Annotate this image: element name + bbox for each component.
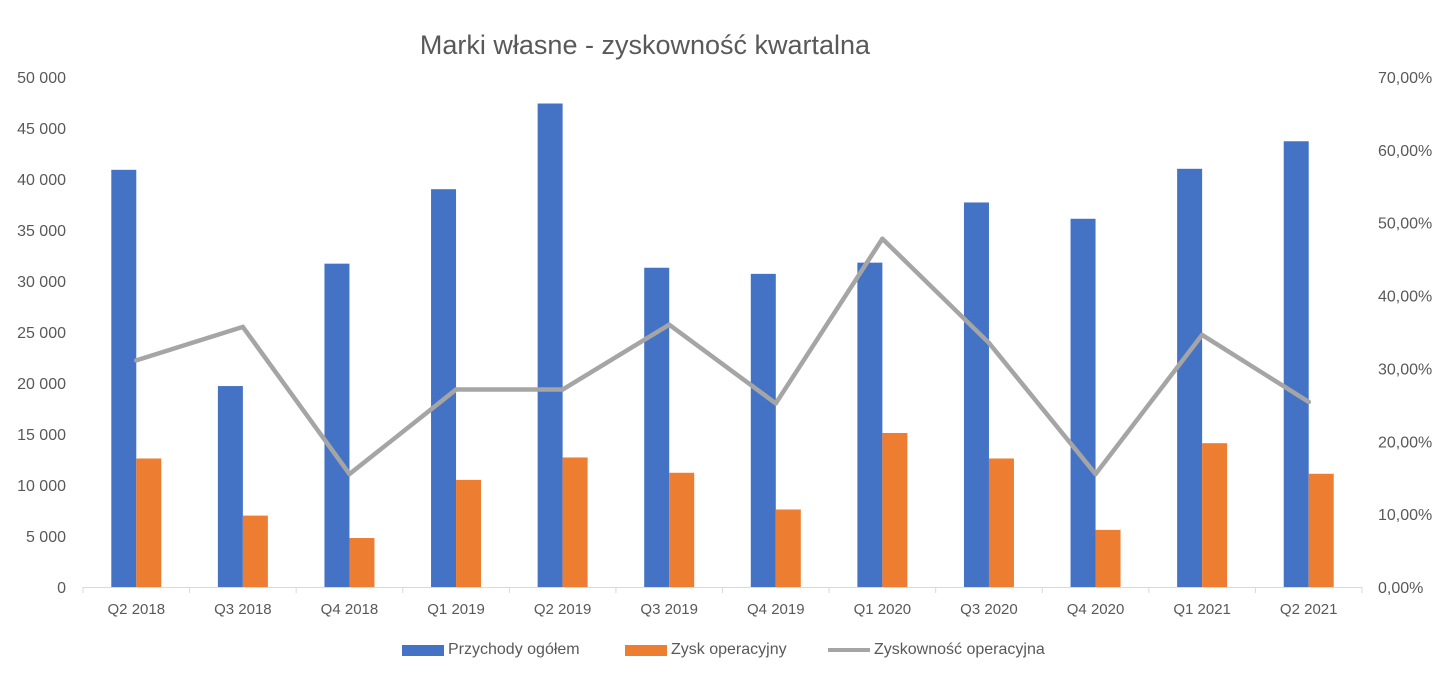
x-axis-tick-label: Q3 2018 [214,601,272,618]
y-axis-tick-label: 50 000 [17,70,66,87]
bar-operating-profit [988,458,1014,587]
y-axis-tick-label: 45 000 [17,121,66,138]
bar-operating-profit [562,457,588,587]
bar-revenue [431,189,457,587]
y-axis-tick-label: 30 000 [17,274,66,291]
y-axis-tick-label: 25 000 [17,325,66,342]
bar-revenue [1283,141,1309,587]
y-axis-tick-label: 0 [57,580,66,597]
point-operating-margin [773,401,778,406]
bar-operating-profit [136,458,162,587]
bar-revenue [537,103,563,588]
bar-operating-profit [1095,529,1121,587]
bar-revenue [324,263,350,587]
legend: Przychody ogółem Zysk operacyjny Zyskown… [0,638,1448,662]
point-operating-margin [347,471,352,477]
point-operating-margin [560,387,565,392]
bar-revenue [111,169,137,587]
x-axis-tick-label: Q2 2019 [534,601,592,618]
x-axis-tick-label: Q1 2019 [427,601,485,618]
bar-operating-profit [1308,473,1334,587]
bar-revenue [857,262,883,587]
bar-revenue [750,273,776,587]
legend-swatch-operating-profit [625,644,667,656]
chart-title: Marki własne - zyskowność kwartalna [419,30,871,60]
bar-operating-profit [669,472,695,587]
y-axis-tick-label: 10 000 [17,478,66,495]
bar-revenue [963,202,989,587]
y-axis-tick-label: 15 000 [17,427,66,444]
point-operating-margin [1093,471,1098,477]
x-axis-tick-label: Q2 2021 [1280,601,1338,618]
y2-axis-tick-label: 70,00% [1378,70,1432,87]
y2-axis-tick-label: 60,00% [1378,143,1432,160]
y2-axis-tick-label: 30,00% [1378,361,1432,378]
y2-axis-tick-label: 20,00% [1378,434,1432,451]
bar-operating-profit [456,479,482,587]
y-axis-tick-label: 20 000 [17,376,66,393]
y-axis-tick-label: 40 000 [17,172,66,189]
y2-axis-tick-label: 50,00% [1378,216,1432,233]
bar-operating-profit [242,515,268,587]
legend-label-operating-margin: Zyskowność operacyjna [874,641,1045,658]
bar-revenue [217,386,243,587]
legend-item-operating-profit: Zysk operacyjny [625,638,787,662]
y-axis-tick-label: 35 000 [17,223,66,240]
bar-operating-profit [349,538,375,587]
legend-line-operating-margin [828,648,870,652]
point-operating-margin [880,236,885,241]
y2-axis-tick-label: 40,00% [1378,289,1432,306]
x-axis-tick-label: Q1 2021 [1173,601,1231,618]
x-axis-tick-label: Q4 2019 [747,601,805,618]
bar-operating-profit [775,509,801,587]
x-axis-tick-label: Q2 2018 [108,601,166,618]
point-operating-margin [1306,399,1311,405]
legend-label-operating-profit: Zysk operacyjny [671,641,787,658]
x-axis-tick-label: Q4 2018 [321,601,379,618]
x-axis-tick-label: Q3 2020 [960,601,1018,618]
point-operating-margin [986,340,992,346]
bar-revenue [1070,218,1096,587]
x-axis-tick-label: Q3 2019 [640,601,698,618]
bar-revenue [1177,168,1203,588]
point-operating-margin [453,387,459,392]
legend-item-operating-margin: Zyskowność operacyjna [828,638,1045,662]
bar-operating-profit [1202,443,1228,587]
line-operating-margin [134,236,1311,477]
y2-axis-tick-label: 0,00% [1378,580,1423,597]
x-axis-tick-label: Q1 2020 [854,601,912,618]
bar-revenue [644,267,670,587]
legend-item-revenue: Przychody ogółem [402,638,580,662]
y-axis-tick-label: 5 000 [26,529,66,546]
point-operating-margin [1199,332,1205,338]
legend-label-revenue: Przychody ogółem [448,641,580,658]
point-operating-margin [240,324,246,330]
point-operating-margin [667,322,672,327]
x-axis-tick-label: Q4 2020 [1067,601,1125,618]
legend-swatch-revenue [402,644,444,656]
point-operating-margin [134,358,139,363]
bar-operating-profit [882,432,908,587]
y2-axis-tick-label: 10,00% [1378,507,1432,524]
